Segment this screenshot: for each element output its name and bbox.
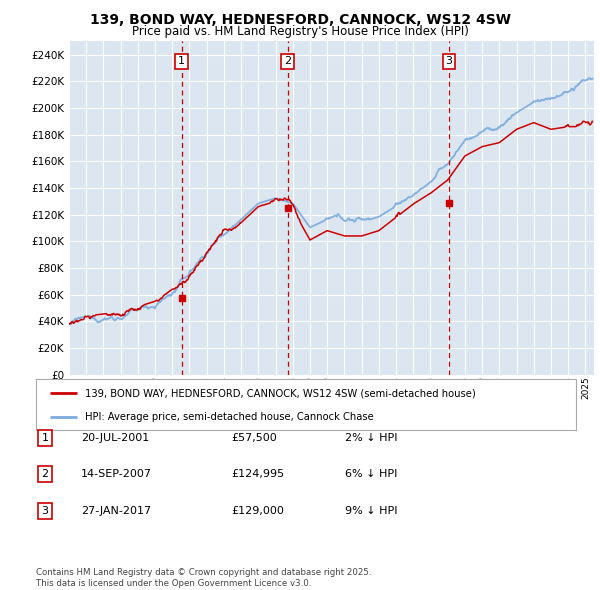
Text: Contains HM Land Registry data © Crown copyright and database right 2025.
This d: Contains HM Land Registry data © Crown c… [36, 568, 371, 588]
Text: 3: 3 [41, 506, 49, 516]
Text: 1: 1 [178, 56, 185, 66]
Text: £57,500: £57,500 [231, 433, 277, 442]
Text: 2% ↓ HPI: 2% ↓ HPI [345, 433, 398, 442]
Text: 6% ↓ HPI: 6% ↓ HPI [345, 470, 397, 479]
Text: £124,995: £124,995 [231, 470, 284, 479]
Text: 1: 1 [41, 433, 49, 442]
Text: £129,000: £129,000 [231, 506, 284, 516]
Text: 20-JUL-2001: 20-JUL-2001 [81, 433, 149, 442]
Text: 2: 2 [284, 56, 292, 66]
Text: 14-SEP-2007: 14-SEP-2007 [81, 470, 152, 479]
Text: 2: 2 [41, 470, 49, 479]
Text: 27-JAN-2017: 27-JAN-2017 [81, 506, 151, 516]
Text: 3: 3 [445, 56, 452, 66]
Text: 9% ↓ HPI: 9% ↓ HPI [345, 506, 398, 516]
Text: Price paid vs. HM Land Registry's House Price Index (HPI): Price paid vs. HM Land Registry's House … [131, 25, 469, 38]
Text: 139, BOND WAY, HEDNESFORD, CANNOCK, WS12 4SW: 139, BOND WAY, HEDNESFORD, CANNOCK, WS12… [89, 13, 511, 27]
Text: 139, BOND WAY, HEDNESFORD, CANNOCK, WS12 4SW (semi-detached house): 139, BOND WAY, HEDNESFORD, CANNOCK, WS12… [85, 388, 475, 398]
Text: HPI: Average price, semi-detached house, Cannock Chase: HPI: Average price, semi-detached house,… [85, 412, 373, 422]
